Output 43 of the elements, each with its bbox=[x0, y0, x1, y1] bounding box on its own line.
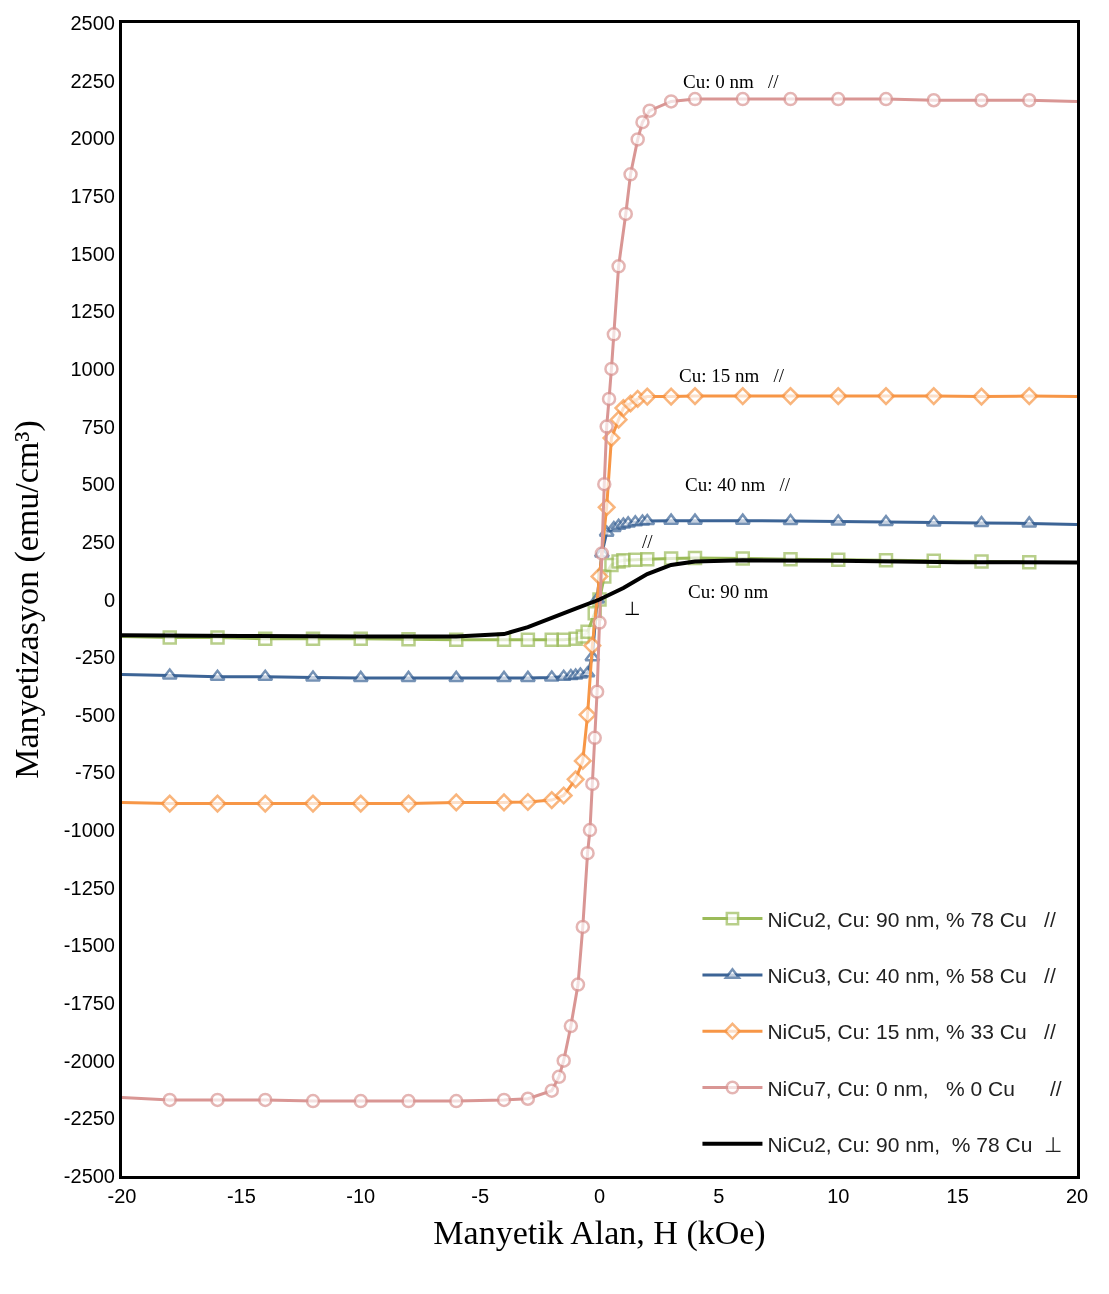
annotation: // bbox=[642, 531, 654, 552]
y-tick-label: 2500 bbox=[70, 12, 115, 34]
legend-label: NiCu3, Cu: 40 nm, % 58 Cu // bbox=[767, 964, 1056, 988]
x-tick-label: -5 bbox=[471, 1185, 490, 1207]
annotation: Cu: 40 nm // bbox=[685, 474, 791, 495]
y-tick-label: 250 bbox=[81, 530, 115, 553]
legend-label: NiCu2, Cu: 90 nm, % 78 Cu // bbox=[767, 907, 1056, 931]
y-tick-label: -1500 bbox=[63, 934, 115, 957]
y-tick-label: 1000 bbox=[70, 357, 115, 380]
legend-label: NiCu5, Cu: 15 nm, % 33 Cu // bbox=[767, 1020, 1056, 1044]
y-tick-label: -2000 bbox=[63, 1049, 115, 1072]
x-tick-label: -15 bbox=[226, 1185, 256, 1207]
y-tick-label: 0 bbox=[103, 588, 115, 611]
x-axis-title: Manyetik Alan, H (kOe) bbox=[433, 1214, 766, 1253]
annotation: Cu: 0 nm // bbox=[683, 71, 780, 92]
x-tick-label: 15 bbox=[946, 1185, 969, 1207]
y-tick-label: -2250 bbox=[63, 1107, 115, 1130]
y-tick-label: 2250 bbox=[70, 69, 115, 92]
x-tick-label: 20 bbox=[1065, 1185, 1089, 1207]
y-tick-label: 500 bbox=[81, 473, 115, 496]
y-tick-label: -2500 bbox=[63, 1165, 115, 1187]
annotation: Cu: 15 nm // bbox=[679, 365, 785, 386]
annotation: ⊥ bbox=[624, 598, 641, 619]
y-axis-title: Manyetizasyon (emu/cm³) bbox=[8, 420, 47, 779]
x-tick-label: -20 bbox=[107, 1185, 137, 1207]
annotation: Cu: 90 nm bbox=[688, 581, 769, 602]
y-tick-label: 1500 bbox=[70, 242, 115, 265]
legend-label: NiCu2, Cu: 90 nm, % 78 Cu ⊥ bbox=[767, 1133, 1063, 1157]
y-tick-label: -1250 bbox=[63, 876, 115, 899]
x-tick-label: 0 bbox=[593, 1185, 606, 1207]
y-tick-label: -500 bbox=[74, 703, 115, 726]
y-tick-label: 2000 bbox=[70, 127, 115, 150]
y-tick-label: 1250 bbox=[70, 300, 115, 323]
x-tick-label: -10 bbox=[346, 1185, 376, 1207]
x-tick-label: 5 bbox=[713, 1185, 725, 1207]
y-tick-label: -1750 bbox=[63, 992, 115, 1015]
y-tick-label: -750 bbox=[74, 761, 115, 784]
y-tick-label: -250 bbox=[74, 646, 115, 669]
y-tick-label: 1750 bbox=[70, 184, 115, 207]
y-tick-label: -1000 bbox=[63, 819, 115, 842]
y-tick-label: 750 bbox=[81, 415, 115, 438]
legend-label: NiCu7, Cu: 0 nm, % 0 Cu // bbox=[767, 1076, 1062, 1100]
x-tick-label: 10 bbox=[827, 1185, 850, 1207]
